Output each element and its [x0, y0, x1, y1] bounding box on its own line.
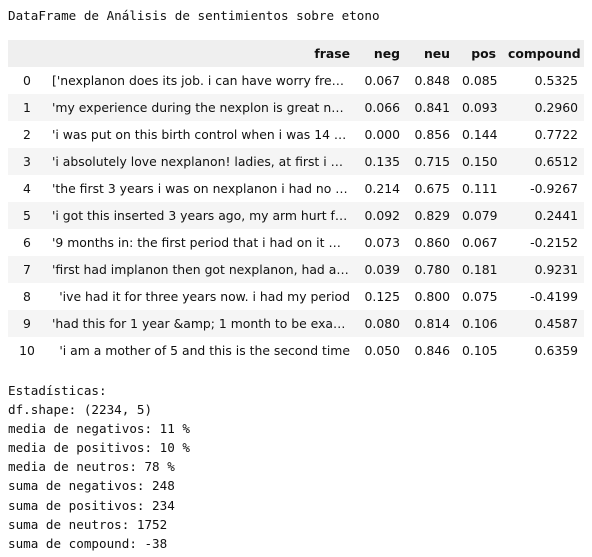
- cell-frase: ['nexplanon does its job. i can have wor…: [52, 73, 356, 88]
- cell-idx: 10: [19, 343, 35, 358]
- table-row: 3 'i absolutely love nexplanon! ladies, a…: [8, 148, 584, 175]
- cell-neu: 0.860: [414, 235, 450, 250]
- cell-frase: 'i got this inserted 3 years ago, my arm…: [52, 208, 356, 223]
- cell-idx: 5: [23, 208, 31, 223]
- header-index: [8, 40, 46, 67]
- cell-neu: 0.715: [414, 154, 450, 169]
- table-row: 7 'first had implanon then got nexplanon,…: [8, 256, 584, 283]
- cell-idx: 6: [23, 235, 31, 250]
- cell-compound: -0.9267: [530, 181, 578, 196]
- cell-idx: 2: [23, 127, 31, 142]
- stats-line: media de positivos: 10 %: [8, 440, 190, 456]
- cell-compound: -0.4199: [530, 289, 578, 304]
- cell-pos: 0.079: [462, 208, 498, 223]
- cell-compound: 0.4587: [534, 316, 578, 331]
- header-frase: frase: [314, 46, 350, 61]
- table-body: 0 ['nexplanon does its job. i can have wo…: [8, 67, 584, 364]
- cell-idx: 3: [23, 154, 31, 169]
- cell-pos: 0.085: [462, 73, 498, 88]
- stats-line: suma de neutros: 1752: [8, 516, 168, 532]
- cell-compound: 0.7722: [534, 127, 578, 142]
- cell-neu: 0.675: [414, 181, 450, 196]
- cell-compound: 0.2441: [534, 208, 578, 223]
- table-row: 1 'my experience during the nexplon is gr…: [8, 94, 584, 121]
- cell-frase: 'had this for 1 year &amp; 1 month to be…: [52, 316, 356, 331]
- cell-frase: 'i am a mother of 5 and this is the seco…: [59, 343, 350, 358]
- cell-compound: 0.6359: [534, 343, 578, 358]
- stats-line: suma de compound: -38: [8, 535, 168, 551]
- table-row: 4 'the first 3 years i was on nexplanon i…: [8, 175, 584, 202]
- cell-frase: 'first had implanon then got nexplanon, …: [52, 262, 356, 277]
- cell-frase: 'the first 3 years i was on nexplanon i …: [52, 181, 356, 196]
- header-neg: neg: [373, 46, 400, 61]
- cell-compound: -0.2152: [530, 235, 578, 250]
- cell-neg: 0.067: [364, 73, 400, 88]
- table-row: 5 'i got this inserted 3 years ago, my ar…: [8, 202, 584, 229]
- cell-pos: 0.111: [462, 181, 498, 196]
- cell-frase: 'i absolutely love nexplanon! ladies, at…: [52, 154, 355, 169]
- statistics-output: Estadísticas: df.shape: (2234, 5) media de…: [8, 381, 190, 553]
- cell-neu: 0.856: [414, 127, 450, 142]
- cell-idx: 0: [23, 73, 31, 88]
- cell-idx: 7: [23, 262, 31, 277]
- cell-neg: 0.125: [364, 289, 400, 304]
- cell-neu: 0.829: [414, 208, 450, 223]
- cell-neg: 0.135: [364, 154, 400, 169]
- table-row: 0 ['nexplanon does its job. i can have wo…: [8, 67, 584, 94]
- cell-neu: 0.841: [414, 100, 450, 115]
- cell-compound: 0.2960: [534, 100, 578, 115]
- header-pos: pos: [471, 46, 496, 61]
- dataframe-title: DataFrame de Análisis de sentimientos so…: [8, 8, 380, 23]
- cell-neg: 0.000: [364, 127, 400, 142]
- stats-line: media de neutros: 78 %: [8, 459, 175, 475]
- table-row: 10 'i am a mother of 5 and this is the se…: [8, 337, 584, 364]
- cell-frase: '9 months in: the first period that i ha…: [52, 235, 353, 250]
- cell-idx: 8: [23, 289, 31, 304]
- cell-pos: 0.093: [462, 100, 498, 115]
- table-row: 2 'i was put on this birth control when i…: [8, 121, 584, 148]
- table-row: 6 '9 months in: the first period that i h…: [8, 229, 584, 256]
- cell-pos: 0.150: [462, 154, 498, 169]
- header-compound: compound: [508, 46, 581, 61]
- cell-neg: 0.073: [364, 235, 400, 250]
- cell-neg: 0.039: [364, 262, 400, 277]
- cell-neu: 0.846: [414, 343, 450, 358]
- cell-neg: 0.050: [364, 343, 400, 358]
- cell-compound: 0.9231: [534, 262, 578, 277]
- cell-pos: 0.105: [462, 343, 498, 358]
- cell-pos: 0.181: [462, 262, 498, 277]
- cell-neg: 0.214: [364, 181, 400, 196]
- stats-line: media de negativos: 11 %: [8, 421, 190, 437]
- cell-pos: 0.106: [462, 316, 498, 331]
- cell-compound: 0.5325: [534, 73, 578, 88]
- table-row: 8 'ive had it for three years now. i had …: [8, 283, 584, 310]
- stats-line: suma de positivos: 234: [8, 497, 175, 513]
- cell-compound: 0.6512: [534, 154, 578, 169]
- cell-pos: 0.144: [462, 127, 498, 142]
- cell-neg: 0.092: [364, 208, 400, 223]
- stats-line: suma de negativos: 248: [8, 478, 175, 494]
- cell-idx: 4: [23, 181, 31, 196]
- header-neu: neu: [423, 46, 450, 61]
- cell-neg: 0.066: [364, 100, 400, 115]
- cell-frase: 'i was put on this birth control when i …: [52, 127, 356, 142]
- cell-neu: 0.780: [414, 262, 450, 277]
- cell-idx: 1: [23, 100, 31, 115]
- stats-line: Estadísticas:: [8, 383, 107, 398]
- cell-pos: 0.075: [462, 289, 498, 304]
- stats-line: df.shape: (2234, 5): [8, 402, 153, 418]
- cell-neu: 0.800: [414, 289, 450, 304]
- table-row: 9 'had this for 1 year &amp; 1 month to b…: [8, 310, 584, 337]
- cell-neg: 0.080: [364, 316, 400, 331]
- cell-pos: 0.067: [462, 235, 498, 250]
- cell-frase: 'ive had it for three years now. i had m…: [59, 289, 350, 304]
- cell-neu: 0.814: [414, 316, 450, 331]
- cell-idx: 9: [23, 316, 31, 331]
- cell-frase: 'my experience during the nexplon is gre…: [52, 100, 356, 115]
- sentiment-dataframe-table: frase neg neu pos compound 0 ['nexplanon …: [8, 40, 584, 364]
- cell-neu: 0.848: [414, 73, 450, 88]
- table-header-row: frase neg neu pos compound: [8, 40, 584, 67]
